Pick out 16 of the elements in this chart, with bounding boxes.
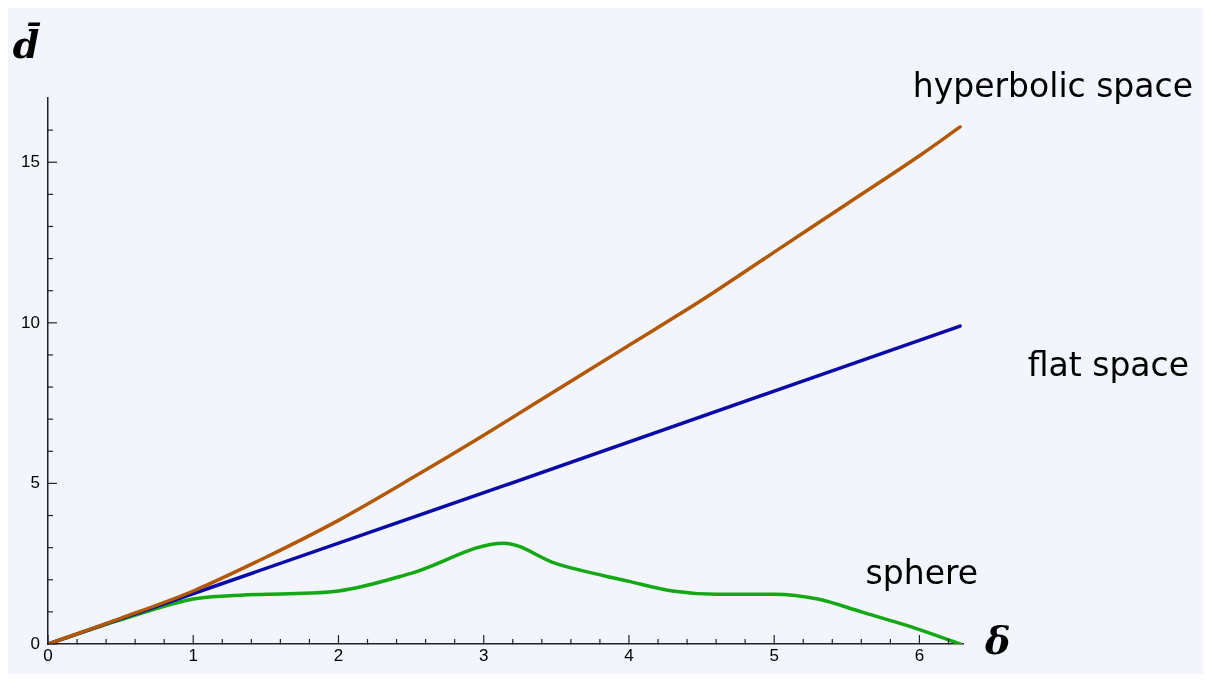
x-tick-label: 4	[624, 646, 634, 666]
series-label: hyperbolic space	[912, 65, 1193, 105]
series-label: sphere	[865, 553, 979, 592]
y-axis-title: d̄	[12, 21, 41, 67]
x-tick-label: 2	[333, 646, 344, 666]
x-axis-title: δ	[984, 617, 1011, 663]
text: flat space	[1027, 345, 1189, 385]
y-tick-label: 10	[21, 312, 40, 332]
x-tick-label: 5	[769, 646, 779, 666]
y-tick-label: 5	[30, 473, 40, 493]
x-tick-label: 6	[914, 646, 925, 666]
x-tick-label: 3	[478, 646, 489, 666]
y-tick-label: 15	[21, 151, 40, 171]
x-tick-label: 0	[43, 646, 53, 666]
y-tick-label: 0	[30, 633, 40, 653]
x-tick-label: 1	[188, 646, 198, 666]
